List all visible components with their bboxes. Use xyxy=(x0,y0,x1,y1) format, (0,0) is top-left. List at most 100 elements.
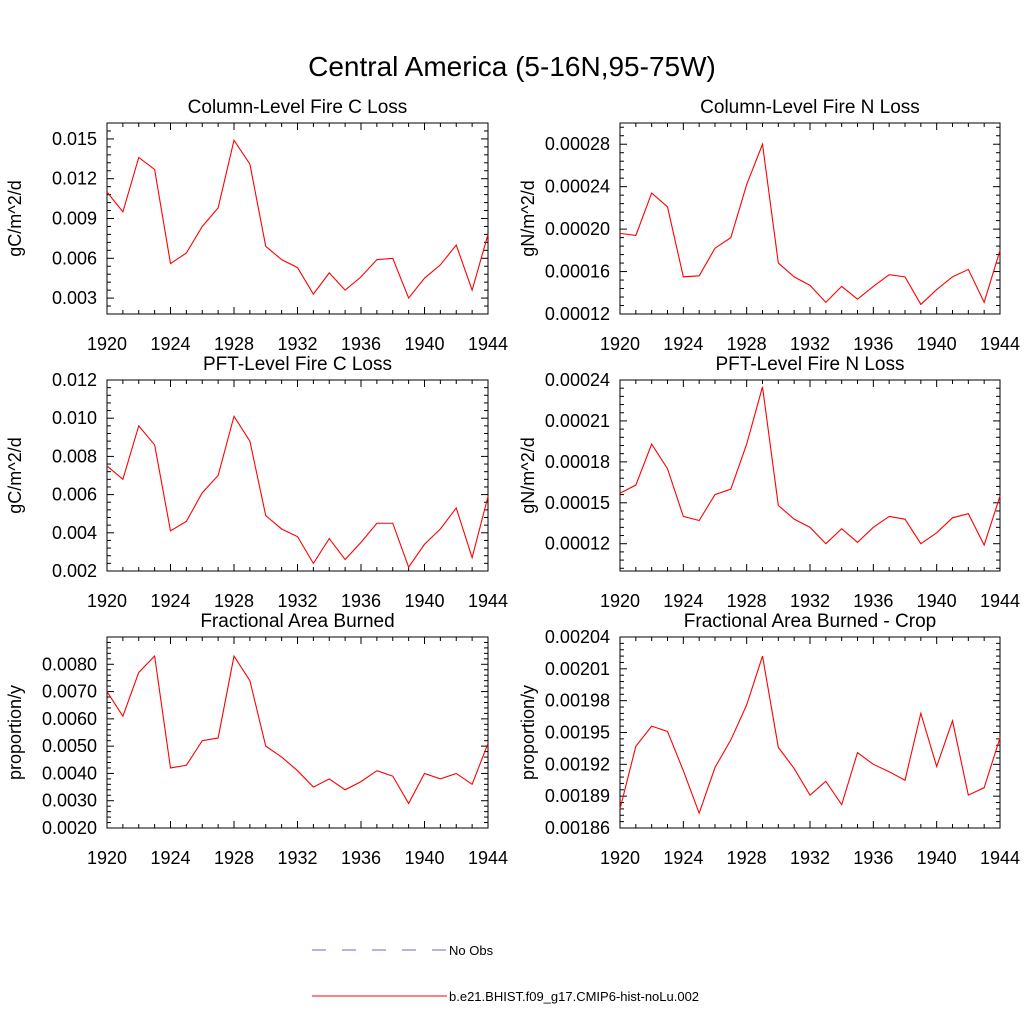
x-tick-label: 1932 xyxy=(790,848,830,868)
y-tick-label: 0.0080 xyxy=(42,654,97,674)
x-tick-label: 1932 xyxy=(790,334,830,354)
chart-panels: 1920 1924 1928 1932 1936 1940 1944 0.003 0.006 0.… xyxy=(5,97,1020,868)
series-line-1 xyxy=(106,414,489,569)
legend-label-model-run: b.e21.BHIST.f09_g17.CMIP6-hist-noLu.002 xyxy=(449,989,699,1004)
y-tick-label: 0.00021 xyxy=(545,411,610,431)
y-axis-label: proportion/y xyxy=(5,685,25,780)
x-tick-label: 1920 xyxy=(600,848,640,868)
x-tick-label: 1928 xyxy=(214,848,254,868)
x-tick-label: 1936 xyxy=(853,848,893,868)
x-tick-label: 1928 xyxy=(727,591,767,611)
y-tick-label: 0.006 xyxy=(52,485,97,505)
x-tick-label: 1924 xyxy=(663,334,703,354)
y-tick-label: 0.00016 xyxy=(545,262,610,282)
y-tick-label: 0.00201 xyxy=(545,659,610,679)
x-tick-label: 1928 xyxy=(214,334,254,354)
legend-entry-no-obs: No Obs xyxy=(312,943,494,958)
x-tick-label: 1936 xyxy=(341,848,381,868)
panel-title: PFT-Level Fire N Loss xyxy=(716,354,905,375)
x-tick-label: 1940 xyxy=(917,591,957,611)
legend-label-no-obs: No Obs xyxy=(449,943,494,958)
y-axis-label: gC/m^2/d xyxy=(5,180,25,256)
y-tick-label: 0.008 xyxy=(52,446,97,466)
y-tick-label: 0.00015 xyxy=(545,493,610,513)
y-tick-label: 0.00186 xyxy=(545,818,610,838)
chart-panel-6: 1920 1924 1928 1932 1936 1940 1944 0.00186 0.001… xyxy=(518,611,1020,868)
series-line-1 xyxy=(106,654,489,805)
y-tick-label: 0.0060 xyxy=(42,709,97,729)
y-tick-label: 0.00024 xyxy=(545,177,610,197)
x-tick-label: 1940 xyxy=(404,591,444,611)
y-tick-label: 0.0040 xyxy=(42,763,97,783)
x-tick-label: 1928 xyxy=(727,848,767,868)
y-tick-label: 0.006 xyxy=(52,248,97,268)
chart-panel-3: 1920 1924 1928 1932 1936 1940 1944 0.002 0.004 0.… xyxy=(5,354,508,611)
y-tick-label: 0.00012 xyxy=(545,304,610,324)
series-line-1 xyxy=(106,138,489,300)
chart-panel-1: 1920 1924 1928 1932 1936 1940 1944 0.003 0.006 0.… xyxy=(5,97,508,354)
x-tick-label: 1924 xyxy=(150,848,190,868)
x-tick-label: 1928 xyxy=(214,591,254,611)
x-tick-label: 1944 xyxy=(468,334,508,354)
chart-panel-4: 1920 1924 1928 1932 1936 1940 1944 0.00012 0.000… xyxy=(518,354,1020,611)
y-tick-label: 0.015 xyxy=(52,129,97,149)
x-tick-label: 1932 xyxy=(790,591,830,611)
series-line-1 xyxy=(619,142,1001,306)
y-axis-label: gN/m^2/d xyxy=(518,437,538,513)
y-tick-label: 0.00192 xyxy=(545,754,610,774)
x-tick-label: 1924 xyxy=(663,591,703,611)
x-tick-label: 1944 xyxy=(980,334,1020,354)
x-tick-label: 1924 xyxy=(150,591,190,611)
y-tick-label: 0.00024 xyxy=(545,370,610,390)
y-tick-label: 0.009 xyxy=(52,209,97,229)
x-tick-label: 1920 xyxy=(600,591,640,611)
x-tick-label: 1940 xyxy=(917,334,957,354)
x-tick-label: 1920 xyxy=(87,848,127,868)
x-tick-label: 1940 xyxy=(917,848,957,868)
series-line-1 xyxy=(619,386,1001,547)
x-tick-label: 1944 xyxy=(980,591,1020,611)
y-tick-label: 0.012 xyxy=(52,370,97,390)
x-tick-label: 1932 xyxy=(277,848,317,868)
x-tick-label: 1920 xyxy=(87,591,127,611)
chart-panel-5: 1920 1924 1928 1932 1936 1940 1944 0.0020 0.0030… xyxy=(5,611,508,868)
y-tick-label: 0.00028 xyxy=(545,134,610,154)
x-tick-label: 1936 xyxy=(853,334,893,354)
x-tick-label: 1936 xyxy=(853,591,893,611)
y-axis-label: proportion/y xyxy=(518,685,538,780)
y-tick-label: 0.003 xyxy=(52,288,97,308)
figure-title: Central America (5-16N,95-75W) xyxy=(308,51,716,82)
x-tick-label: 1932 xyxy=(277,591,317,611)
y-axis-label: gN/m^2/d xyxy=(518,180,538,256)
x-tick-label: 1944 xyxy=(980,848,1020,868)
y-tick-label: 0.010 xyxy=(52,408,97,428)
x-tick-label: 1920 xyxy=(600,334,640,354)
y-tick-label: 0.00020 xyxy=(545,219,610,239)
x-tick-label: 1940 xyxy=(404,848,444,868)
x-tick-label: 1924 xyxy=(150,334,190,354)
y-tick-label: 0.0030 xyxy=(42,791,97,811)
y-tick-label: 0.00198 xyxy=(545,691,610,711)
legend: No Obs b.e21.BHIST.f09_g17.CMIP6-hist-no… xyxy=(312,943,699,1004)
y-tick-label: 0.00012 xyxy=(545,534,610,554)
panel-title: PFT-Level Fire C Loss xyxy=(203,354,392,375)
y-tick-label: 0.00189 xyxy=(545,786,610,806)
x-tick-label: 1936 xyxy=(341,591,381,611)
x-tick-label: 1936 xyxy=(341,334,381,354)
x-tick-label: 1940 xyxy=(404,334,444,354)
panel-title: Column-Level Fire C Loss xyxy=(188,97,408,118)
y-tick-label: 0.00195 xyxy=(545,723,610,743)
x-tick-label: 1924 xyxy=(663,848,703,868)
y-axis-label: gC/m^2/d xyxy=(5,437,25,513)
series-line-1 xyxy=(619,655,1001,815)
y-tick-label: 0.00018 xyxy=(545,452,610,472)
y-tick-label: 0.0070 xyxy=(42,682,97,702)
x-tick-label: 1928 xyxy=(727,334,767,354)
y-tick-label: 0.012 xyxy=(52,169,97,189)
legend-entry-model-run: b.e21.BHIST.f09_g17.CMIP6-hist-noLu.002 xyxy=(312,989,699,1004)
x-tick-label: 1944 xyxy=(468,591,508,611)
y-tick-label: 0.00204 xyxy=(545,627,610,647)
panel-title: Column-Level Fire N Loss xyxy=(700,97,920,118)
